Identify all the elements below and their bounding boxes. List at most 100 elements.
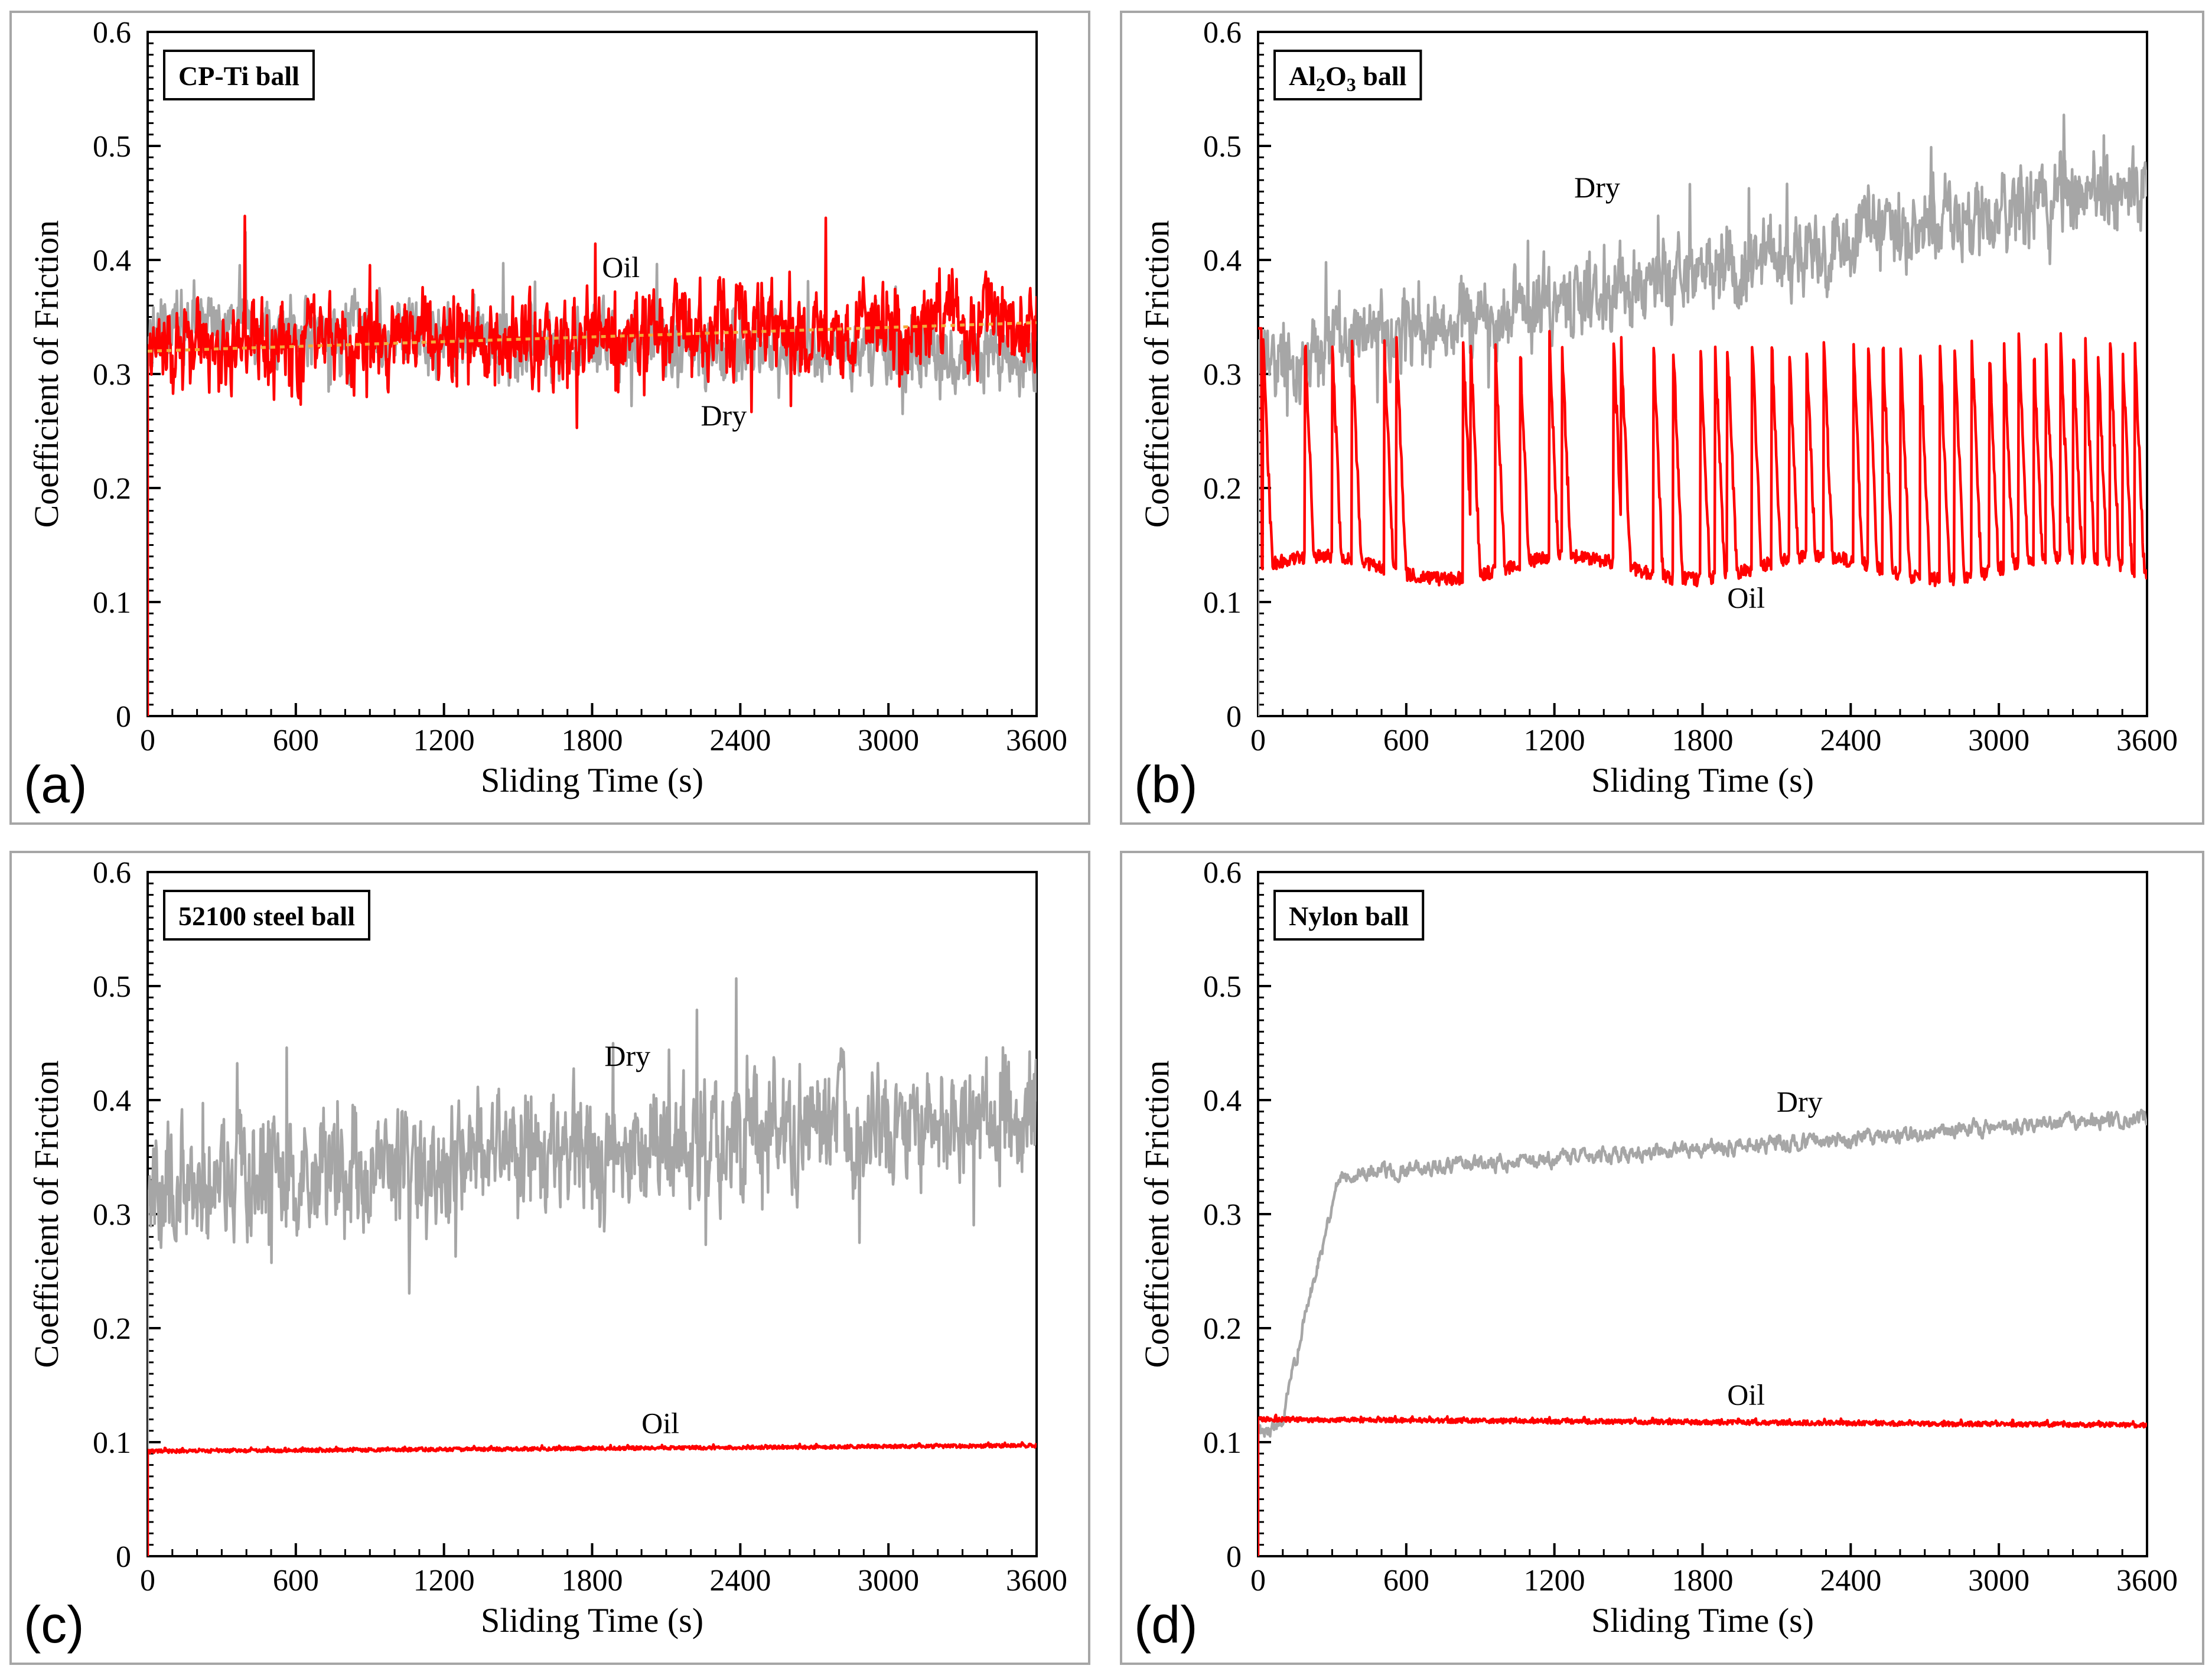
chart-a: 0 600 1200 1800 2400 3000 3600 0 0.1 0.2 0.3 0.4 0.5… xyxy=(24,16,1067,814)
chart-b: 0 600 1200 1800 2400 3000 3600 0 0.1 0.2 0.3 0.4 0.5… xyxy=(1134,16,2178,814)
panel-letter: (d) xyxy=(1134,1595,1198,1654)
x-tick-label: 2400 xyxy=(709,1564,771,1598)
panel-letter: (a) xyxy=(24,755,87,814)
y-tick-label: 0.2 xyxy=(93,472,131,506)
x-tick-label: 3000 xyxy=(858,1564,919,1598)
y-tick-label: 0.6 xyxy=(93,856,131,890)
y-tick-label: 0.6 xyxy=(93,16,131,50)
y-tick-label: 0 xyxy=(116,1540,131,1574)
x-tick-label: 1200 xyxy=(413,1564,475,1598)
y-axis-label: Coefficient of Friction xyxy=(1138,1061,1176,1368)
series-line-dry xyxy=(148,977,1037,1556)
x-axis-label: Sliding Time (s) xyxy=(481,761,703,799)
y-tick-label: 0.2 xyxy=(1203,1312,1242,1346)
y-tick-label: 0.2 xyxy=(93,1312,131,1346)
y-tick-label: 0.6 xyxy=(1203,16,1242,50)
x-tick-label: 2400 xyxy=(709,724,771,757)
x-tick-label: 600 xyxy=(273,1564,319,1598)
panel-a: 0 600 1200 1800 2400 3000 3600 0 0.1 0.2 0.3 0.4 0.5… xyxy=(9,11,1090,825)
chart-c: 0 600 1200 1800 2400 3000 3600 0 0.1 0.2 0.3 0.4 0.5… xyxy=(24,856,1067,1654)
series-line-oil xyxy=(148,214,1037,716)
y-axis-label: Coefficient of Friction xyxy=(27,220,66,528)
series-line-oil xyxy=(1258,1413,2147,1556)
x-tick-label: 0 xyxy=(140,724,155,757)
trend-line xyxy=(148,321,1037,353)
x-tick-label: 3000 xyxy=(1968,724,2029,757)
x-tick-label: 2400 xyxy=(1820,1564,1881,1598)
y-tick-label: 0.4 xyxy=(1203,244,1242,278)
series-annotation: Dry xyxy=(604,1039,650,1072)
ball-label-box xyxy=(1273,890,1425,941)
series-annotation: Oil xyxy=(1727,581,1765,614)
series-annotation: Oil xyxy=(602,251,640,284)
y-tick-label: 0.4 xyxy=(1203,1084,1242,1118)
x-tick-label: 0 xyxy=(1250,1564,1266,1598)
x-tick-label: 3000 xyxy=(1968,1564,2029,1598)
panel-b: 0 600 1200 1800 2400 3000 3600 0 0.1 0.2 0.3 0.4 0.5… xyxy=(1120,11,2204,825)
y-tick-label: 0.3 xyxy=(93,358,131,392)
series-annotation: Dry xyxy=(701,399,747,432)
y-axis-label: Coefficient of Friction xyxy=(27,1061,66,1368)
x-axis-label: Sliding Time (s) xyxy=(1591,1601,1814,1640)
y-tick-label: 0 xyxy=(1226,1540,1242,1574)
y-tick-label: 0.6 xyxy=(1203,856,1242,890)
y-tick-label: 0.1 xyxy=(1203,586,1242,620)
series-annotation: Dry xyxy=(1777,1085,1823,1118)
panel-c: 0 600 1200 1800 2400 3000 3600 0 0.1 0.2 0.3 0.4 0.5… xyxy=(9,851,1090,1665)
series-line-dry xyxy=(1258,1108,2147,1438)
x-tick-label: 3600 xyxy=(2116,1564,2178,1598)
x-tick-label: 2400 xyxy=(1820,724,1881,757)
x-tick-label: 1800 xyxy=(1672,1564,1734,1598)
y-tick-label: 0.5 xyxy=(93,970,131,1004)
y-tick-label: 0.2 xyxy=(1203,472,1242,506)
x-tick-label: 0 xyxy=(140,1564,155,1598)
panel-d: 0 600 1200 1800 2400 3000 3600 0 0.1 0.2 0.3 0.4 0.5… xyxy=(1120,851,2204,1665)
series-group xyxy=(1258,113,2147,716)
x-tick-label: 3600 xyxy=(1006,1564,1067,1598)
y-tick-label: 0.3 xyxy=(1203,358,1242,392)
y-tick-label: 0.5 xyxy=(1203,130,1242,164)
y-tick-label: 0.5 xyxy=(1203,970,1242,1004)
series-line-dry xyxy=(1258,113,2147,716)
series-group xyxy=(148,977,1037,1556)
y-tick-label: 0.1 xyxy=(93,586,131,620)
x-tick-label: 1200 xyxy=(1524,1564,1585,1598)
ball-label-box xyxy=(163,50,315,100)
series-annotation: Oil xyxy=(641,1407,679,1440)
ball-label-box xyxy=(163,890,370,941)
x-tick-label: 3600 xyxy=(2116,724,2178,757)
x-tick-label: 1200 xyxy=(413,724,475,757)
x-tick-label: 1800 xyxy=(1672,724,1734,757)
x-axis-label: Sliding Time (s) xyxy=(481,1601,703,1640)
x-tick-label: 600 xyxy=(1383,1564,1429,1598)
y-tick-label: 0.4 xyxy=(93,1084,131,1118)
plot-frame xyxy=(1257,871,2148,1557)
panel-letter: (c) xyxy=(24,1595,84,1654)
x-tick-label: 3600 xyxy=(1006,724,1067,757)
chart-d: 0 600 1200 1800 2400 3000 3600 0 0.1 0.2 0.3 0.4 0.5… xyxy=(1134,856,2178,1654)
series-annotation: Oil xyxy=(1727,1378,1765,1411)
y-tick-label: 0.1 xyxy=(93,1426,131,1460)
series-group xyxy=(1258,1108,2147,1556)
x-tick-label: 0 xyxy=(1250,724,1266,757)
y-tick-label: 0 xyxy=(1226,700,1242,734)
y-tick-label: 0.5 xyxy=(93,130,131,164)
x-tick-label: 1800 xyxy=(562,1564,623,1598)
series-annotation: Dry xyxy=(1574,171,1620,204)
ball-label-box xyxy=(1273,50,1422,100)
y-tick-label: 0.3 xyxy=(1203,1198,1242,1232)
x-tick-label: 600 xyxy=(273,724,319,757)
x-tick-label: 1200 xyxy=(1524,724,1585,757)
ball-label: Nylon ball xyxy=(1289,901,1409,931)
x-axis-label: Sliding Time (s) xyxy=(1591,761,1814,799)
x-tick-label: 600 xyxy=(1383,724,1429,757)
ball-label: Al2O3 ball xyxy=(1289,61,1406,95)
y-tick-label: 0.1 xyxy=(1203,1426,1242,1460)
panel-letter: (b) xyxy=(1134,755,1198,814)
y-axis-label: Coefficient of Friction xyxy=(1138,220,1176,528)
y-tick-label: 0.3 xyxy=(93,1198,131,1232)
ball-label: CP-Ti ball xyxy=(178,61,299,91)
x-tick-label: 3000 xyxy=(858,724,919,757)
series-line-oil xyxy=(148,1441,1037,1556)
y-tick-label: 0.4 xyxy=(93,244,131,278)
